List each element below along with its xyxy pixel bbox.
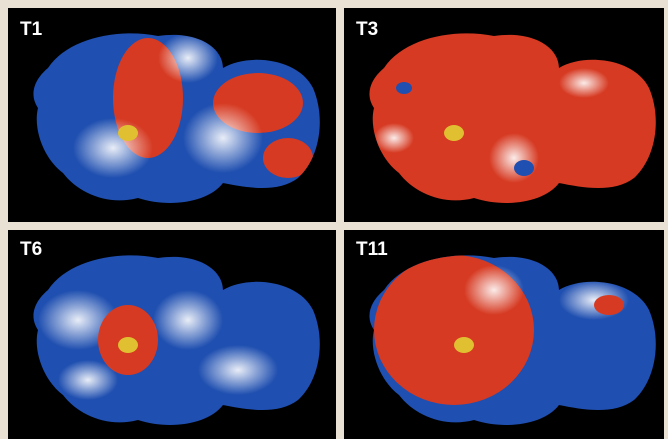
panel-label: T6	[20, 239, 42, 260]
panel-label: T3	[356, 19, 378, 40]
panel-label: T11	[356, 239, 388, 260]
figure: T1 T3 T6	[0, 0, 668, 439]
page: T1 T3 T6	[0, 0, 668, 439]
panel: T1	[8, 8, 336, 222]
panel: T6	[8, 230, 336, 439]
panel: T3	[344, 8, 668, 222]
panel: T11	[344, 230, 668, 439]
panel-label: T1	[20, 19, 43, 40]
